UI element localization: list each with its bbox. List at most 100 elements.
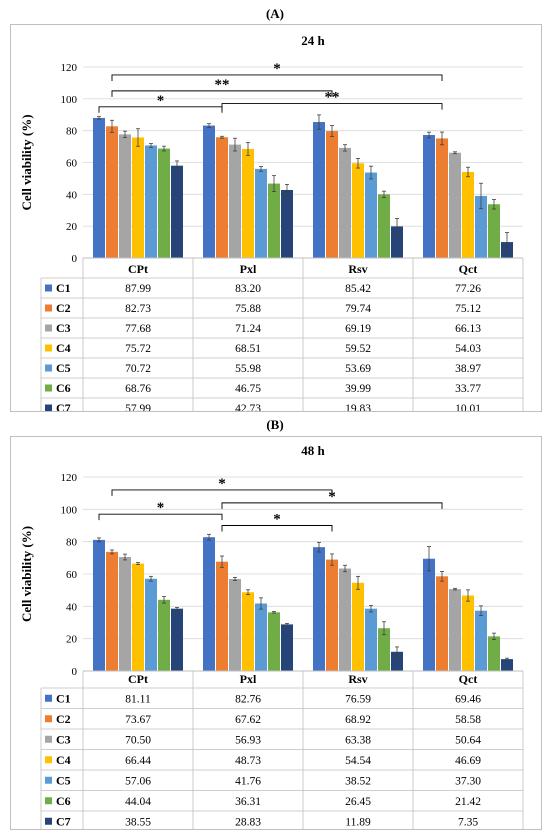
y-tick-label: 40 xyxy=(66,601,78,613)
series-name: C5 xyxy=(56,361,71,375)
bar xyxy=(326,559,338,671)
bar xyxy=(475,610,487,671)
category-label: Qct xyxy=(459,672,478,686)
series-name: C4 xyxy=(56,341,71,355)
table-value: 53.69 xyxy=(345,363,371,375)
table-value: 71.24 xyxy=(235,323,261,335)
legend-swatch xyxy=(45,797,52,805)
bar xyxy=(313,122,325,259)
table-value: 28.83 xyxy=(235,816,261,828)
series-name: C2 xyxy=(56,712,71,726)
table-value: 67.62 xyxy=(235,714,261,726)
bar xyxy=(423,558,435,671)
table-value: 75.72 xyxy=(125,343,151,355)
table-value: 73.67 xyxy=(125,714,151,726)
bar xyxy=(365,172,377,258)
table-value: 57.99 xyxy=(125,403,151,411)
bar xyxy=(436,576,448,671)
table-value: 33.77 xyxy=(455,383,481,395)
legend-swatch xyxy=(45,324,52,332)
category-label: CPt xyxy=(128,672,148,686)
legend-swatch xyxy=(45,404,52,412)
bar xyxy=(365,608,377,671)
bar xyxy=(203,125,215,258)
significance-mark: ** xyxy=(325,90,340,106)
bar xyxy=(378,628,390,671)
table-value: 66.44 xyxy=(125,755,151,767)
table-value: 68.51 xyxy=(235,343,261,355)
significance-mark: * xyxy=(157,93,165,109)
table-value: 41.76 xyxy=(235,775,261,787)
panel-a-label: (A) xyxy=(265,6,285,21)
table-value: 39.99 xyxy=(345,383,371,395)
bar xyxy=(339,147,351,258)
legend-swatch xyxy=(45,735,52,743)
bar xyxy=(313,547,325,671)
y-tick-label: 120 xyxy=(61,62,78,74)
bar xyxy=(488,636,500,671)
series-name: C1 xyxy=(56,691,71,705)
significance-bracket xyxy=(221,525,333,532)
category-label: Qct xyxy=(459,262,478,276)
bar xyxy=(132,137,144,258)
y-tick-label: 40 xyxy=(66,189,78,201)
legend-swatch xyxy=(45,304,52,312)
bar xyxy=(462,172,474,258)
table-value: 82.73 xyxy=(125,303,151,315)
significance-mark: * xyxy=(157,500,165,516)
significance-bracket xyxy=(111,74,443,81)
bar xyxy=(488,204,500,258)
series-name: C6 xyxy=(56,381,71,395)
y-tick-label: 0 xyxy=(72,253,78,265)
table-value: 26.45 xyxy=(345,796,371,808)
bar xyxy=(93,117,105,258)
table-value: 48.73 xyxy=(235,755,261,767)
table-value: 75.88 xyxy=(235,303,261,315)
significance-bracket xyxy=(221,103,443,110)
bar xyxy=(352,582,364,671)
series-name: C6 xyxy=(56,794,71,808)
panel-a: 24 h Cell viability (%) 0 20 40 60 80 100 120 * * *… xyxy=(10,24,542,419)
y-tick-label: 120 xyxy=(61,472,78,484)
bar xyxy=(216,561,228,671)
table-value: 70.72 xyxy=(125,363,151,375)
panel-b-label: (B) xyxy=(266,417,284,432)
significance-mark: ** xyxy=(215,77,230,93)
bar xyxy=(229,144,241,258)
table-value: 57.06 xyxy=(125,775,151,787)
significance-bracket xyxy=(221,502,443,509)
bar xyxy=(281,189,293,258)
significance-bracket xyxy=(98,513,223,521)
bar xyxy=(449,152,461,258)
bar xyxy=(268,612,280,671)
table-value: 68.92 xyxy=(345,714,371,726)
y-tick-label: 60 xyxy=(66,158,78,170)
y-tick-label: 80 xyxy=(66,537,78,549)
y-tick-label: 60 xyxy=(66,569,78,581)
legend-swatch xyxy=(45,344,52,352)
legend-swatch xyxy=(45,364,52,372)
bar xyxy=(475,195,487,258)
y-tick-label: 0 xyxy=(72,666,78,678)
table-value: 56.93 xyxy=(235,734,261,746)
bar xyxy=(326,131,338,258)
series-name: C1 xyxy=(56,281,71,295)
table-value: 83.20 xyxy=(235,283,261,295)
table-value: 7.35 xyxy=(458,816,478,828)
significance-mark: * xyxy=(328,489,336,505)
bar xyxy=(378,194,390,258)
table-value: 69.46 xyxy=(455,693,481,705)
table-value: 44.04 xyxy=(125,796,151,808)
table-value: 37.30 xyxy=(455,775,481,787)
bar xyxy=(352,163,364,258)
significance-bracket xyxy=(111,489,333,496)
table-value: 21.42 xyxy=(455,796,481,808)
bar xyxy=(436,138,448,258)
table-value: 55.98 xyxy=(235,363,261,375)
y-tick-label: 20 xyxy=(66,221,78,233)
table-value: 63.38 xyxy=(345,734,371,746)
series-name: C3 xyxy=(56,321,71,335)
series-name: C3 xyxy=(56,732,71,746)
legend-swatch xyxy=(45,694,52,702)
legend-swatch xyxy=(45,776,52,784)
